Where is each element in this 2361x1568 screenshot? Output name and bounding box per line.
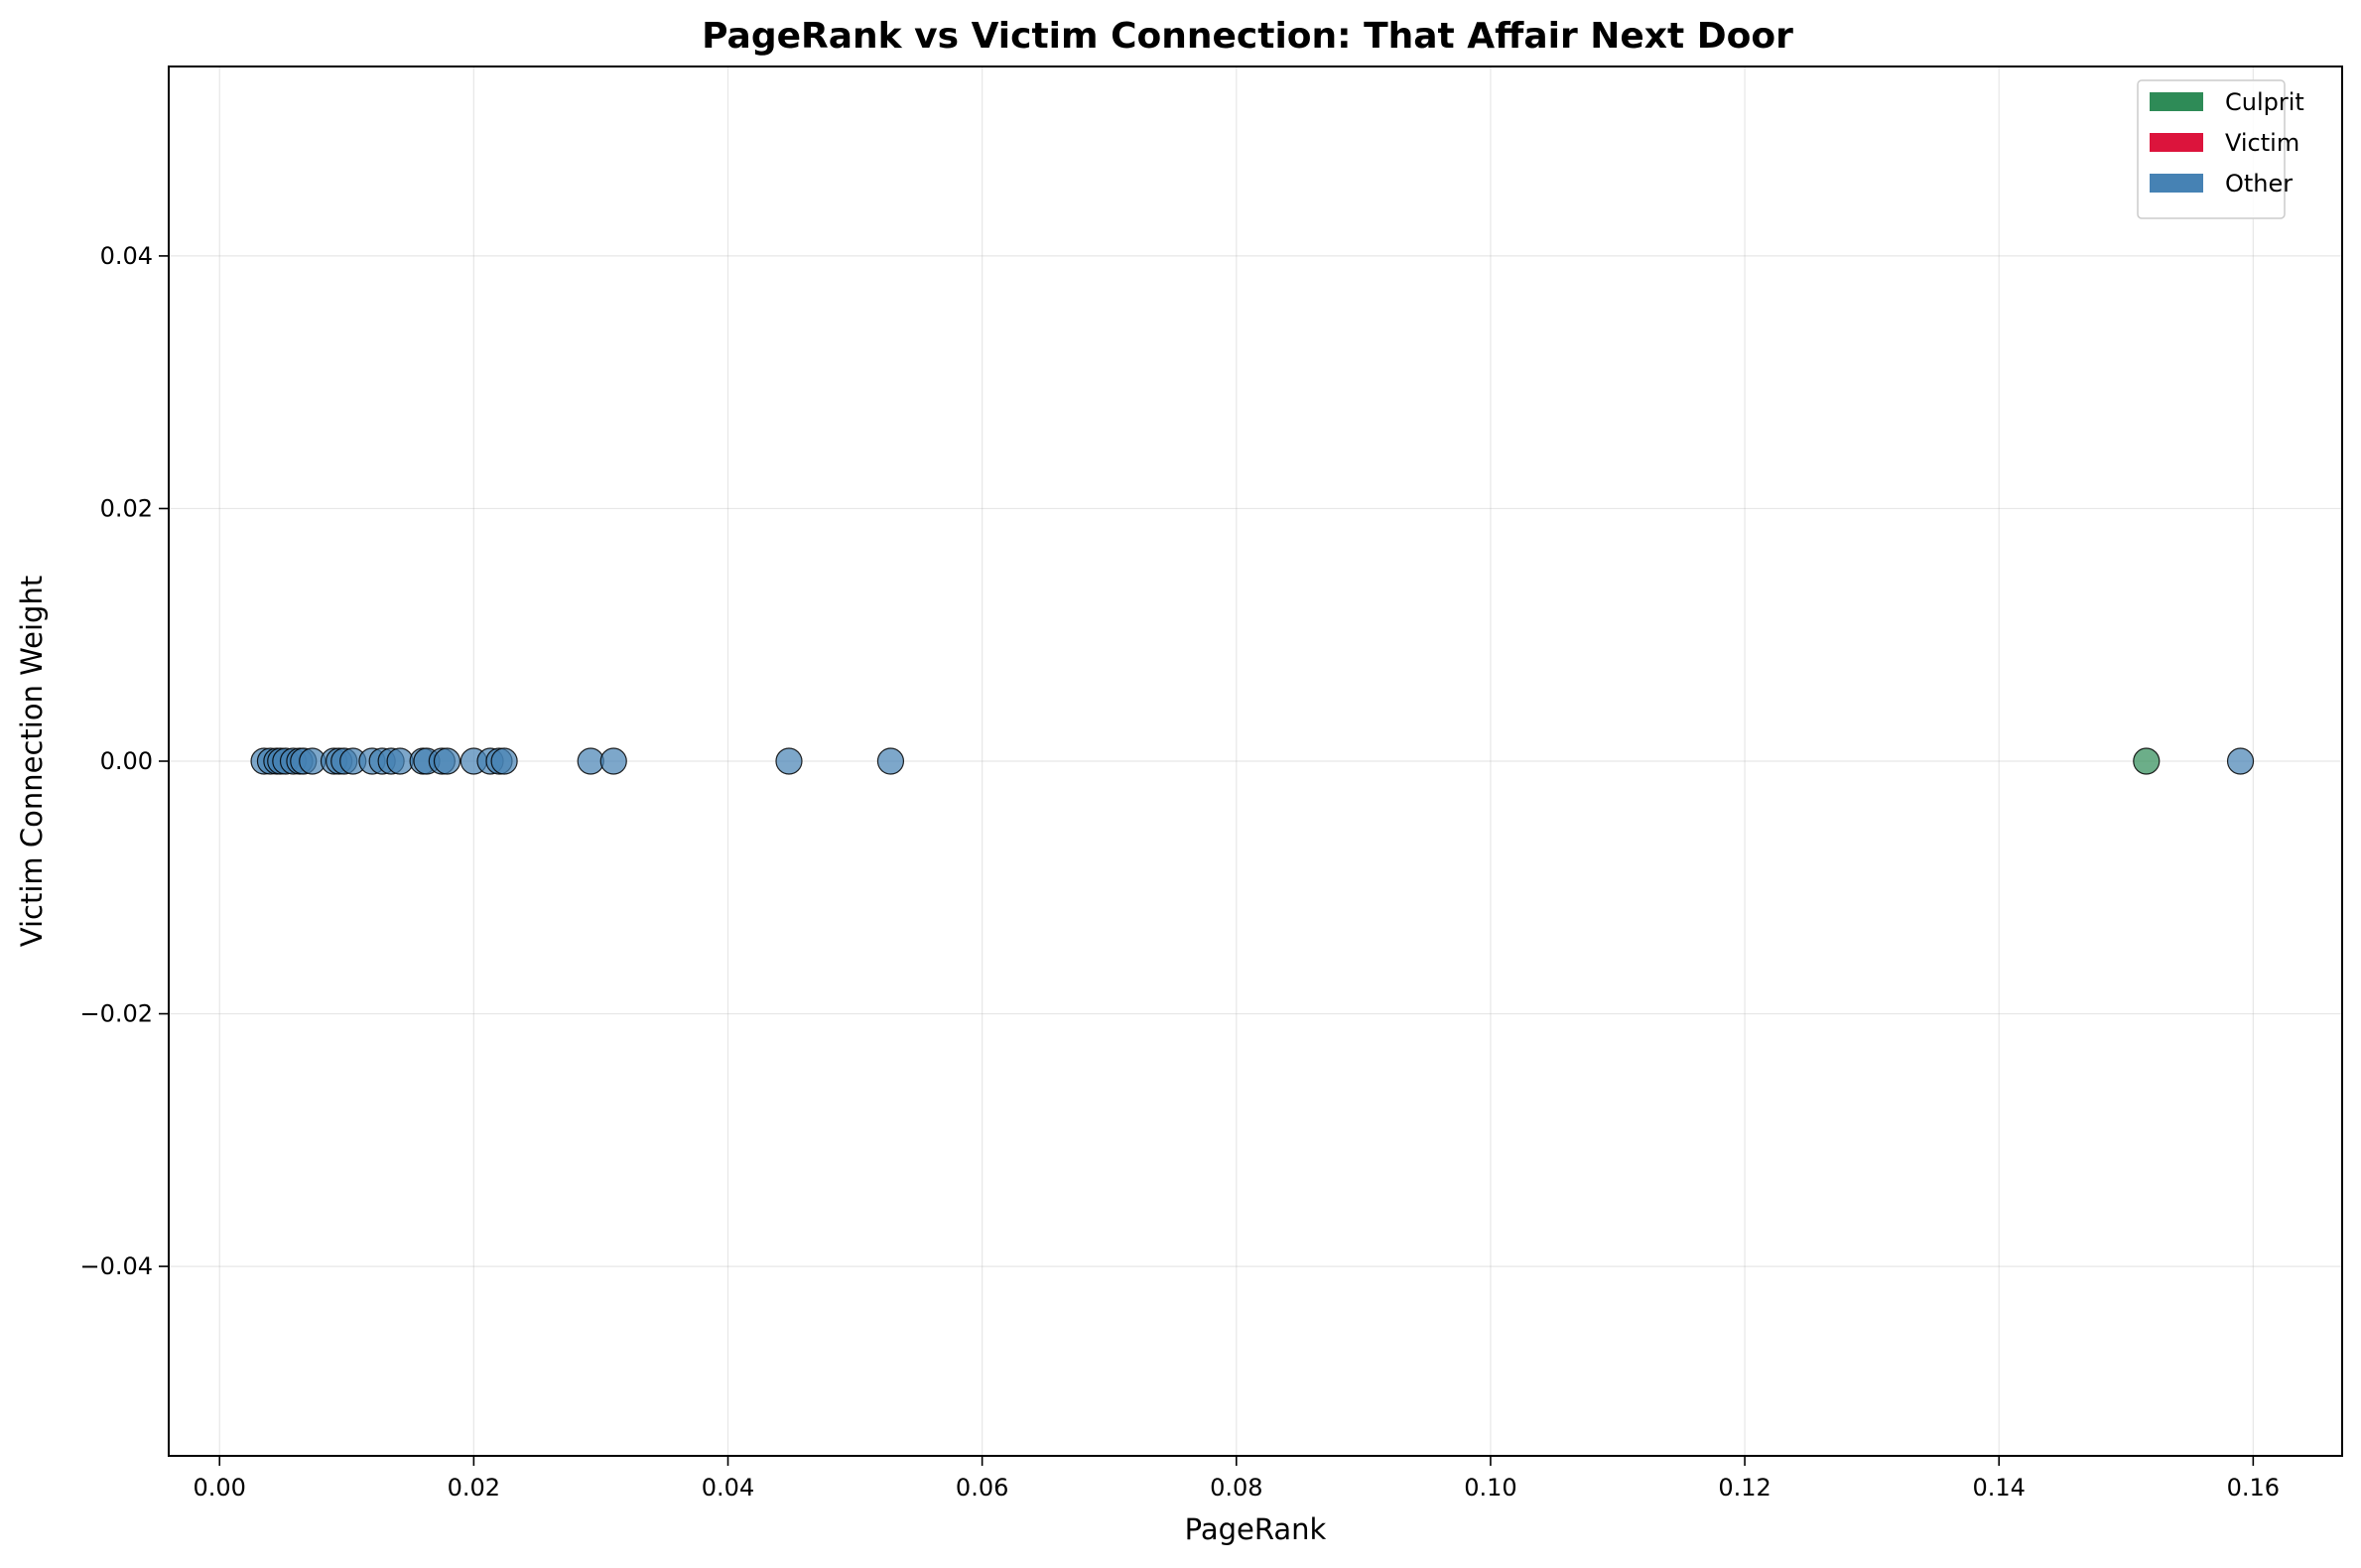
x-tick-label: 0.02 [448,1474,500,1502]
legend-label-culprit: Culprit [2225,88,2304,116]
data-points [250,747,2255,775]
x-tick-label: 0.12 [1718,1474,1771,1502]
data-point-other [577,747,604,775]
data-point-other [775,747,803,775]
y-tick-label: −0.04 [79,1252,153,1280]
y-axis-label: Victim Connection Weight [15,576,49,947]
data-point-other [876,747,905,775]
legend-swatch-other [2150,174,2203,193]
grid [169,66,2342,1456]
data-point-other [433,747,461,775]
x-tick-label: 0.14 [1972,1474,2025,1502]
legend-swatch-victim [2150,133,2203,152]
y-tick-label: 0.02 [100,494,153,522]
x-axis-ticks: 0.00 0.02 0.04 0.06 0.08 0.10 0.12 0.14 0.16 [194,1456,2280,1502]
y-tick-label: 0.00 [100,747,153,775]
y-axis-ticks: −0.04 −0.02 0.00 0.02 0.04 [79,242,169,1280]
legend: Culprit Victim Other [2137,79,2304,219]
data-point-other [490,747,518,775]
data-point-culprit [2133,747,2161,775]
x-tick-label: 0.06 [956,1474,1008,1502]
x-axis-label: PageRank [1185,1512,1327,1546]
x-tick-label: 0.00 [194,1474,246,1502]
legend-swatch-culprit [2150,92,2203,111]
data-point-other [2226,747,2255,775]
legend-label-victim: Victim [2225,129,2299,157]
x-tick-label: 0.16 [2227,1474,2280,1502]
data-point-other [386,747,414,775]
x-tick-label: 0.08 [1210,1474,1262,1502]
x-tick-label: 0.04 [702,1474,754,1502]
y-tick-label: 0.04 [100,242,153,270]
chart-title: PageRank vs Victim Connection: That Affa… [702,16,1793,57]
y-tick-label: −0.02 [79,1000,153,1028]
x-tick-label: 0.10 [1464,1474,1516,1502]
legend-label-other: Other [2225,170,2293,197]
data-point-other [599,747,627,775]
